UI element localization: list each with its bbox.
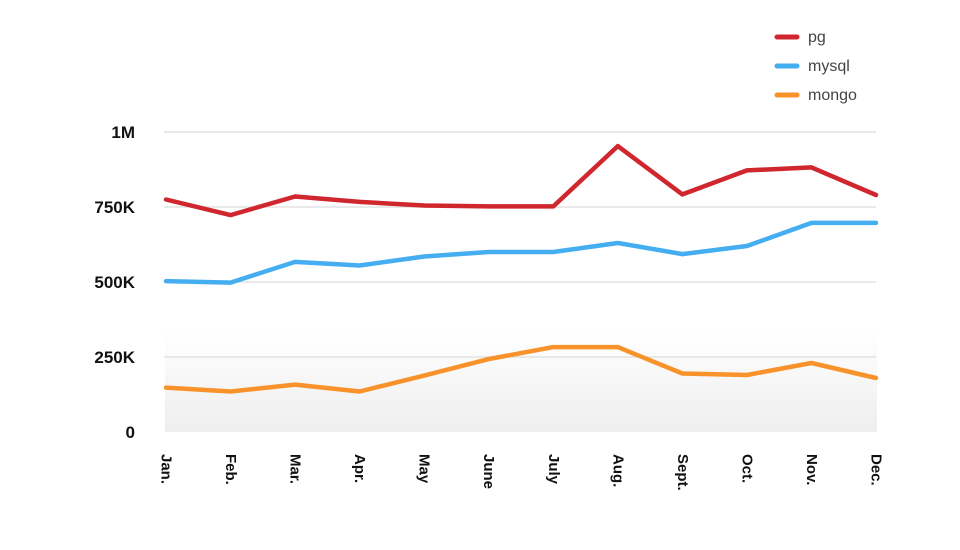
- x-tick-label: Feb.: [222, 454, 239, 485]
- gridlines: [164, 131, 876, 358]
- legend-label-mysql: mysql: [808, 58, 850, 75]
- y-tick-label: 250K: [94, 348, 135, 367]
- x-axis-ticks: Jan. Feb. Mar. Apr. May June July Aug. Sept. Oct.…: [158, 454, 885, 491]
- x-tick-label: Oct.: [738, 454, 755, 483]
- legend-label-pg: pg: [808, 29, 826, 46]
- x-tick-label: Apr.: [351, 454, 368, 483]
- legend: pg mysql mongo: [774, 29, 857, 104]
- x-tick-label: June: [480, 454, 497, 489]
- x-tick-label: Dec.: [868, 454, 885, 486]
- y-axis-ticks: 0 250K 500K 750K 1M: [94, 123, 135, 442]
- lower-band-shading: [165, 330, 877, 432]
- y-tick-label: 750K: [94, 198, 135, 217]
- x-tick-label: Jan.: [158, 454, 175, 484]
- series-lines: [163, 143, 879, 394]
- series-line-mongo: [163, 344, 879, 394]
- x-tick-label: Aug.: [609, 454, 626, 487]
- series-line-mysql: [163, 220, 879, 285]
- series-line-pg: [163, 143, 879, 218]
- legend-label-mongo: mongo: [808, 87, 857, 104]
- x-tick-label: Nov.: [803, 454, 820, 485]
- x-tick-label: Mar.: [287, 454, 304, 484]
- x-tick-label: Sept.: [674, 454, 691, 491]
- y-tick-label: 0: [126, 423, 135, 442]
- x-tick-label: July: [545, 454, 562, 485]
- y-tick-label: 500K: [94, 273, 135, 292]
- y-tick-label: 1M: [111, 123, 135, 142]
- x-tick-label: May: [416, 454, 433, 484]
